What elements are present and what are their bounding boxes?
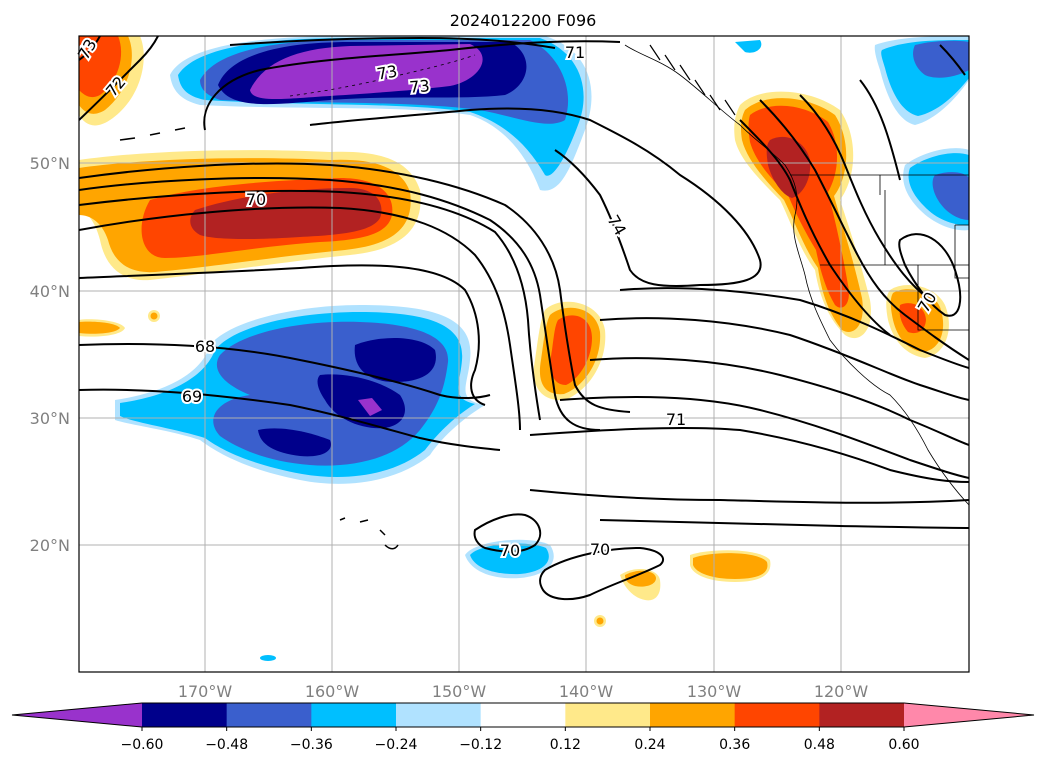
- colorbar-tick-label: 0.24: [634, 737, 665, 753]
- lat-label: 40°N: [30, 282, 70, 301]
- contour-label-73: 73: [375, 61, 398, 83]
- lon-label: 150°W: [432, 682, 487, 701]
- lon-label: 170°W: [178, 682, 233, 701]
- lat-label: 30°N: [30, 409, 70, 428]
- colorbar-tick-label: −0.36: [290, 737, 333, 753]
- contour-label-68: 68: [195, 337, 215, 356]
- contour-label-74: 74: [603, 212, 630, 239]
- map-area: [79, 36, 969, 672]
- colorbar-swatch: [734, 703, 820, 727]
- height-contours: [79, 36, 969, 601]
- map-frame: [78, 35, 970, 673]
- contour-label-70: 70: [246, 190, 266, 209]
- colorbar-swatch: [226, 703, 312, 727]
- negative-anomaly-northeast: [735, 36, 969, 231]
- lon-label: 130°W: [687, 682, 742, 701]
- colorbar-tick-label: −0.48: [205, 737, 248, 753]
- positive-anomaly-central: [79, 150, 421, 281]
- colorbar-swatch: [142, 703, 228, 727]
- coastlines: [119, 44, 969, 550]
- contour-label-70: 70: [500, 541, 520, 560]
- colorbar-tick-label: −0.60: [121, 737, 164, 753]
- latitude-labels: 50°N 40°N 30°N 20°N: [30, 154, 70, 555]
- negative-anomaly-north: [170, 36, 592, 191]
- colorbar-tick-label: 0.60: [888, 737, 919, 753]
- lat-label: 50°N: [30, 154, 70, 173]
- colorbar-extend-low: [12, 703, 142, 727]
- colorbar-tick-label: −0.12: [459, 737, 502, 753]
- contour-label-70: 70: [590, 540, 610, 559]
- small-anomaly-features: [79, 310, 771, 661]
- colorbar-swatch: [565, 703, 651, 727]
- positive-anomaly-coast: [734, 91, 949, 358]
- lon-label: 160°W: [305, 682, 360, 701]
- colorbar-swatch: [311, 703, 397, 727]
- colorbar-swatch: [396, 703, 482, 727]
- colorbar-swatch: [819, 703, 905, 727]
- colorbar: −0.60 −0.48 −0.36 −0.24 −0.12 0.12 0.24 0.36 0.4…: [11, 702, 1035, 753]
- colorbar-extend-high: [904, 703, 1034, 727]
- contour-label-69: 69: [182, 387, 202, 406]
- colorbar-tick-label: 0.48: [804, 737, 835, 753]
- colorbar-swatch: [650, 703, 736, 727]
- colorbar-tick-label: −0.24: [375, 737, 418, 753]
- contour-label-71: 71: [666, 410, 686, 429]
- longitude-labels: 170°W 160°W 150°W 140°W 130°W 120°W: [178, 682, 869, 701]
- map-title: 2024012200 F096: [450, 11, 597, 30]
- colorbar-tick-label: 0.36: [719, 737, 750, 753]
- lon-label: 120°W: [814, 682, 869, 701]
- contour-label-71: 71: [565, 43, 585, 62]
- lat-label: 20°N: [30, 536, 70, 555]
- lon-label: 140°W: [559, 682, 614, 701]
- negative-anomaly-south: [115, 305, 485, 484]
- contour-label-73: 73: [409, 76, 431, 97]
- colorbar-swatch: [480, 703, 566, 727]
- colorbar-tick-label: 0.12: [550, 737, 581, 753]
